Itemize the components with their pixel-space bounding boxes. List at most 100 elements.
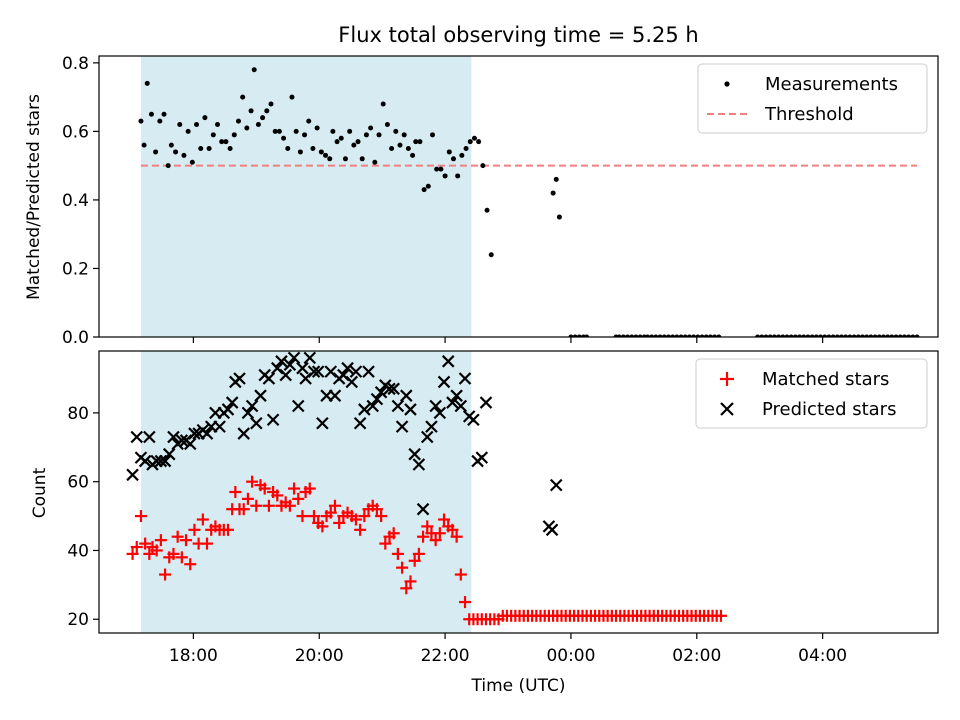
matched-star-point [271,489,284,502]
measurement-point [488,252,494,258]
predicted-star-point [188,427,201,440]
measurement-point [901,334,907,337]
top-y-tick-label: 0.0 [62,328,89,348]
measurement-point [712,334,718,337]
predicted-star-point [237,427,251,440]
measurement-point [818,334,824,337]
measurement-point [637,334,643,337]
measurement-point [376,132,382,138]
legend-predicted-marker [720,402,734,416]
measurement-point [251,67,257,73]
measurement-point [550,190,556,196]
measurement-point [215,122,221,128]
measurement-point [297,149,303,155]
legend-matched-marker [720,372,734,386]
matched-star-point [150,544,163,557]
measurement-point [255,122,261,128]
measurement-point [851,334,857,337]
measurement-point [826,334,832,337]
measurement-point [359,156,365,162]
measurement-point [219,139,225,145]
top-y-tick-label: 0.4 [62,191,89,211]
measurement-point [843,334,849,337]
measurement-point [434,166,440,172]
matched-star-point [379,537,392,550]
measurement-point [695,334,701,337]
top-y-axis-label: Matched/Predicted stars [24,94,44,300]
measurement-point [556,214,562,220]
legend-threshold-label: Threshold [764,104,854,125]
bottom-x-axis-label: Time (UTC) [471,676,566,696]
matched-star-point [438,513,451,526]
measurement-point [755,334,761,337]
measurement-point [670,334,676,337]
top-y-tick-label: 0.2 [62,259,89,279]
measurement-point [797,334,803,337]
matched-star-point [171,530,184,543]
measurement-point [682,334,688,337]
predicted-star-point [275,355,288,368]
bottom-y-axis: 20 40 60 80 [67,404,99,630]
measurement-point [792,334,798,337]
measurement-point [347,128,353,134]
measurement-point [306,118,312,124]
measurement-point [885,334,891,337]
matched-star-point [296,510,309,523]
measurement-point [839,334,845,337]
measurement-point [173,149,179,155]
matched-star-point [391,547,404,560]
measurement-point [338,135,344,141]
measurement-point [880,334,886,337]
measurement-point [897,334,903,337]
predicted-star-point [291,399,305,413]
measurement-point [410,152,416,158]
matched-star-point [433,527,446,540]
predicted-star-point [126,468,139,482]
predicted-star-point [387,382,400,396]
top-x-axis [192,337,824,343]
matched-star-point [303,482,316,495]
measurement-point [260,115,266,121]
matched-star-point [446,523,459,536]
matched-star-point [237,503,250,516]
measurement-point [847,334,853,337]
matched-star-point [354,523,367,536]
predicted-star-point [404,403,417,416]
matched-star-point [316,520,329,533]
predicted-star-point [175,434,189,447]
measurement-point [784,334,790,337]
top-legend-box [697,63,928,134]
measurement-point [330,128,336,134]
matched-star-point [126,547,139,560]
bottom-x-axis: 18:00 20:00 22:00 00:00 02:00 04:00 [169,633,847,666]
measurement-point [707,334,713,337]
predicted-star-point [549,478,563,492]
predicted-star-point [383,382,396,396]
measurement-point [314,125,320,131]
measurement-point [372,159,378,165]
measurement-point [430,132,436,138]
matched-star-point [454,568,467,581]
matched-star-point [159,568,172,581]
measurement-point [868,334,874,337]
bottom-plot-frame [98,350,939,634]
predicted-star-point [162,447,176,461]
measurement-point [302,132,308,138]
matched-star-point [404,575,417,588]
measurement-point [813,334,819,337]
legend-matched-label: Matched stars [762,369,889,390]
measurement-point [185,128,191,134]
predicted-star-point [303,351,317,365]
measurement-point [401,132,407,138]
measurement-point [138,118,144,124]
matched-star-point [417,530,430,543]
predicted-star-point [225,396,239,409]
measurement-point [678,334,684,337]
predicted-star-point [158,454,172,468]
measurement-point [674,334,680,337]
measurement-point [625,334,631,337]
predicted-star-point [183,437,197,451]
measurement-point [699,334,705,337]
